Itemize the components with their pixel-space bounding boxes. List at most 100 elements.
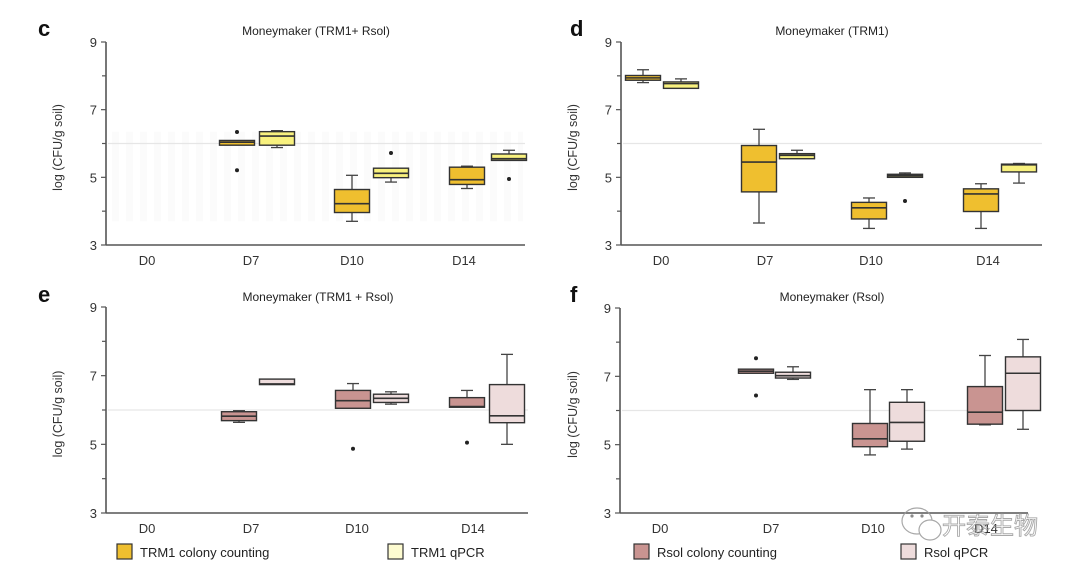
y-tick-label: 7 [90,369,97,384]
x-tick-label: D0 [653,253,670,268]
panel-title: Moneymaker (TRM1+ Rsol) [242,24,390,38]
panel-letter: d [570,16,583,41]
outlier-point [754,393,758,398]
outlier-point [507,177,511,182]
x-tick-label: D14 [452,253,476,268]
box-D10-qpcr [372,391,410,405]
box-iqr [1004,356,1042,412]
wechat-eye [920,514,924,518]
panel-e: e Moneymaker (TRM1 + Rsol) log (CFU/g soil… [38,282,528,536]
watermark: 开泰生物 [901,507,1038,541]
box-D14-qpcr [488,353,526,445]
legend-item: Rsol colony counting [633,543,777,560]
outlier-point [235,129,239,134]
box-D14-qpcr [1000,162,1038,184]
y-tick-label: 3 [90,238,97,253]
box-D7-colony [218,129,256,173]
box-iqr [851,422,889,448]
wechat-eye [910,514,914,518]
outlier-point [235,168,239,173]
x-tick-label: D14 [976,253,1000,268]
box-iqr [448,166,486,186]
legend-item: TRM1 qPCR [387,543,485,560]
y-tick-label: 9 [605,35,612,50]
x-tick-label: D14 [974,521,998,536]
x-tick-label: D0 [139,253,156,268]
legend-swatch [900,543,917,560]
panel-letter: e [38,282,50,307]
outlier-point [389,150,393,155]
legend-label: TRM1 colony counting [140,545,269,560]
y-tick-label: 3 [604,506,611,521]
panel-title: Moneymaker (TRM1) [775,24,888,38]
x-tick-label: D7 [763,521,780,536]
x-tick-label: D0 [652,521,669,536]
legend-item: TRM1 colony counting [116,543,269,560]
y-tick-label: 7 [90,103,97,118]
box-D14-colony [962,183,1000,230]
panel-f: f Moneymaker (Rsol) log (CFU/g soil) 3 5 7 9 D0… [566,282,1042,536]
y-tick-label: 9 [604,301,611,316]
panel-letter: c [38,16,50,41]
box-D7-qpcr [778,149,816,160]
x-tick-label: D7 [757,253,774,268]
x-tick-label: D14 [461,521,485,536]
legend-label: Rsol qPCR [924,545,988,560]
box-iqr [258,130,296,146]
box-iqr [740,144,778,193]
box-D14-colony [448,165,486,190]
y-tick-label: 7 [604,369,611,384]
box-iqr [778,152,816,160]
panel-d: d Moneymaker (TRM1) log (CFU/g soil) 3 5 7 9 D0… [566,16,1042,268]
box-D14-colony [966,354,1004,426]
box-D10-qpcr [372,150,410,183]
panel-c: c Moneymaker (TRM1+ Rsol) log (CFU/g soil)… [38,16,528,268]
y-axis-label: log (CFU/g soil) [51,104,65,191]
box-D7-qpcr [258,129,296,149]
box-iqr [334,389,372,409]
box-D14-qpcr [1004,338,1042,430]
box-iqr [490,153,528,162]
legend-left: TRM1 colony counting TRM1 qPCR [116,543,485,560]
box-iqr [962,188,1000,213]
panel-letter: f [570,282,578,307]
legend-label: TRM1 qPCR [411,545,485,560]
legend-swatch [116,543,133,560]
box-D7-colony [737,356,775,398]
box-D7-colony [740,128,778,224]
outlier-point [754,356,758,361]
box-D10-colony [334,382,372,451]
box-D7-qpcr [774,366,812,381]
y-tick-label: 9 [90,35,97,50]
y-tick-label: 3 [605,238,612,253]
y-axis-label: log (CFU/g soil) [566,371,580,458]
box-D10-colony [851,389,889,456]
x-tick-label: D7 [243,521,260,536]
y-tick-label: 5 [90,437,97,452]
outlier-point [351,446,355,451]
x-tick-label: D10 [861,521,885,536]
outlier-point [903,199,907,204]
watermark-text: 开泰生物 [942,512,1038,540]
box-iqr [662,81,700,90]
x-tick-label: D10 [340,253,364,268]
box-iqr [333,188,371,214]
x-tick-label: D10 [345,521,369,536]
box-iqr [488,383,526,424]
legend-swatch [387,543,404,560]
box-D10-qpcr [886,172,924,204]
box-iqr [966,385,1004,425]
box-D10-colony [333,174,371,222]
legend-label: Rsol colony counting [657,545,777,560]
box-iqr [850,201,888,220]
wechat-bubble-small [918,519,942,541]
box-D7-qpcr [258,378,296,386]
panel-title: Moneymaker (TRM1 + Rsol) [242,290,393,304]
box-D14-qpcr [490,149,528,182]
y-tick-label: 5 [605,170,612,185]
y-axis-label: log (CFU/g soil) [566,104,580,191]
legend-right: Rsol colony counting Rsol qPCR [633,543,988,560]
outlier-point [465,440,469,445]
y-tick-label: 3 [90,506,97,521]
legend-swatch [633,543,650,560]
